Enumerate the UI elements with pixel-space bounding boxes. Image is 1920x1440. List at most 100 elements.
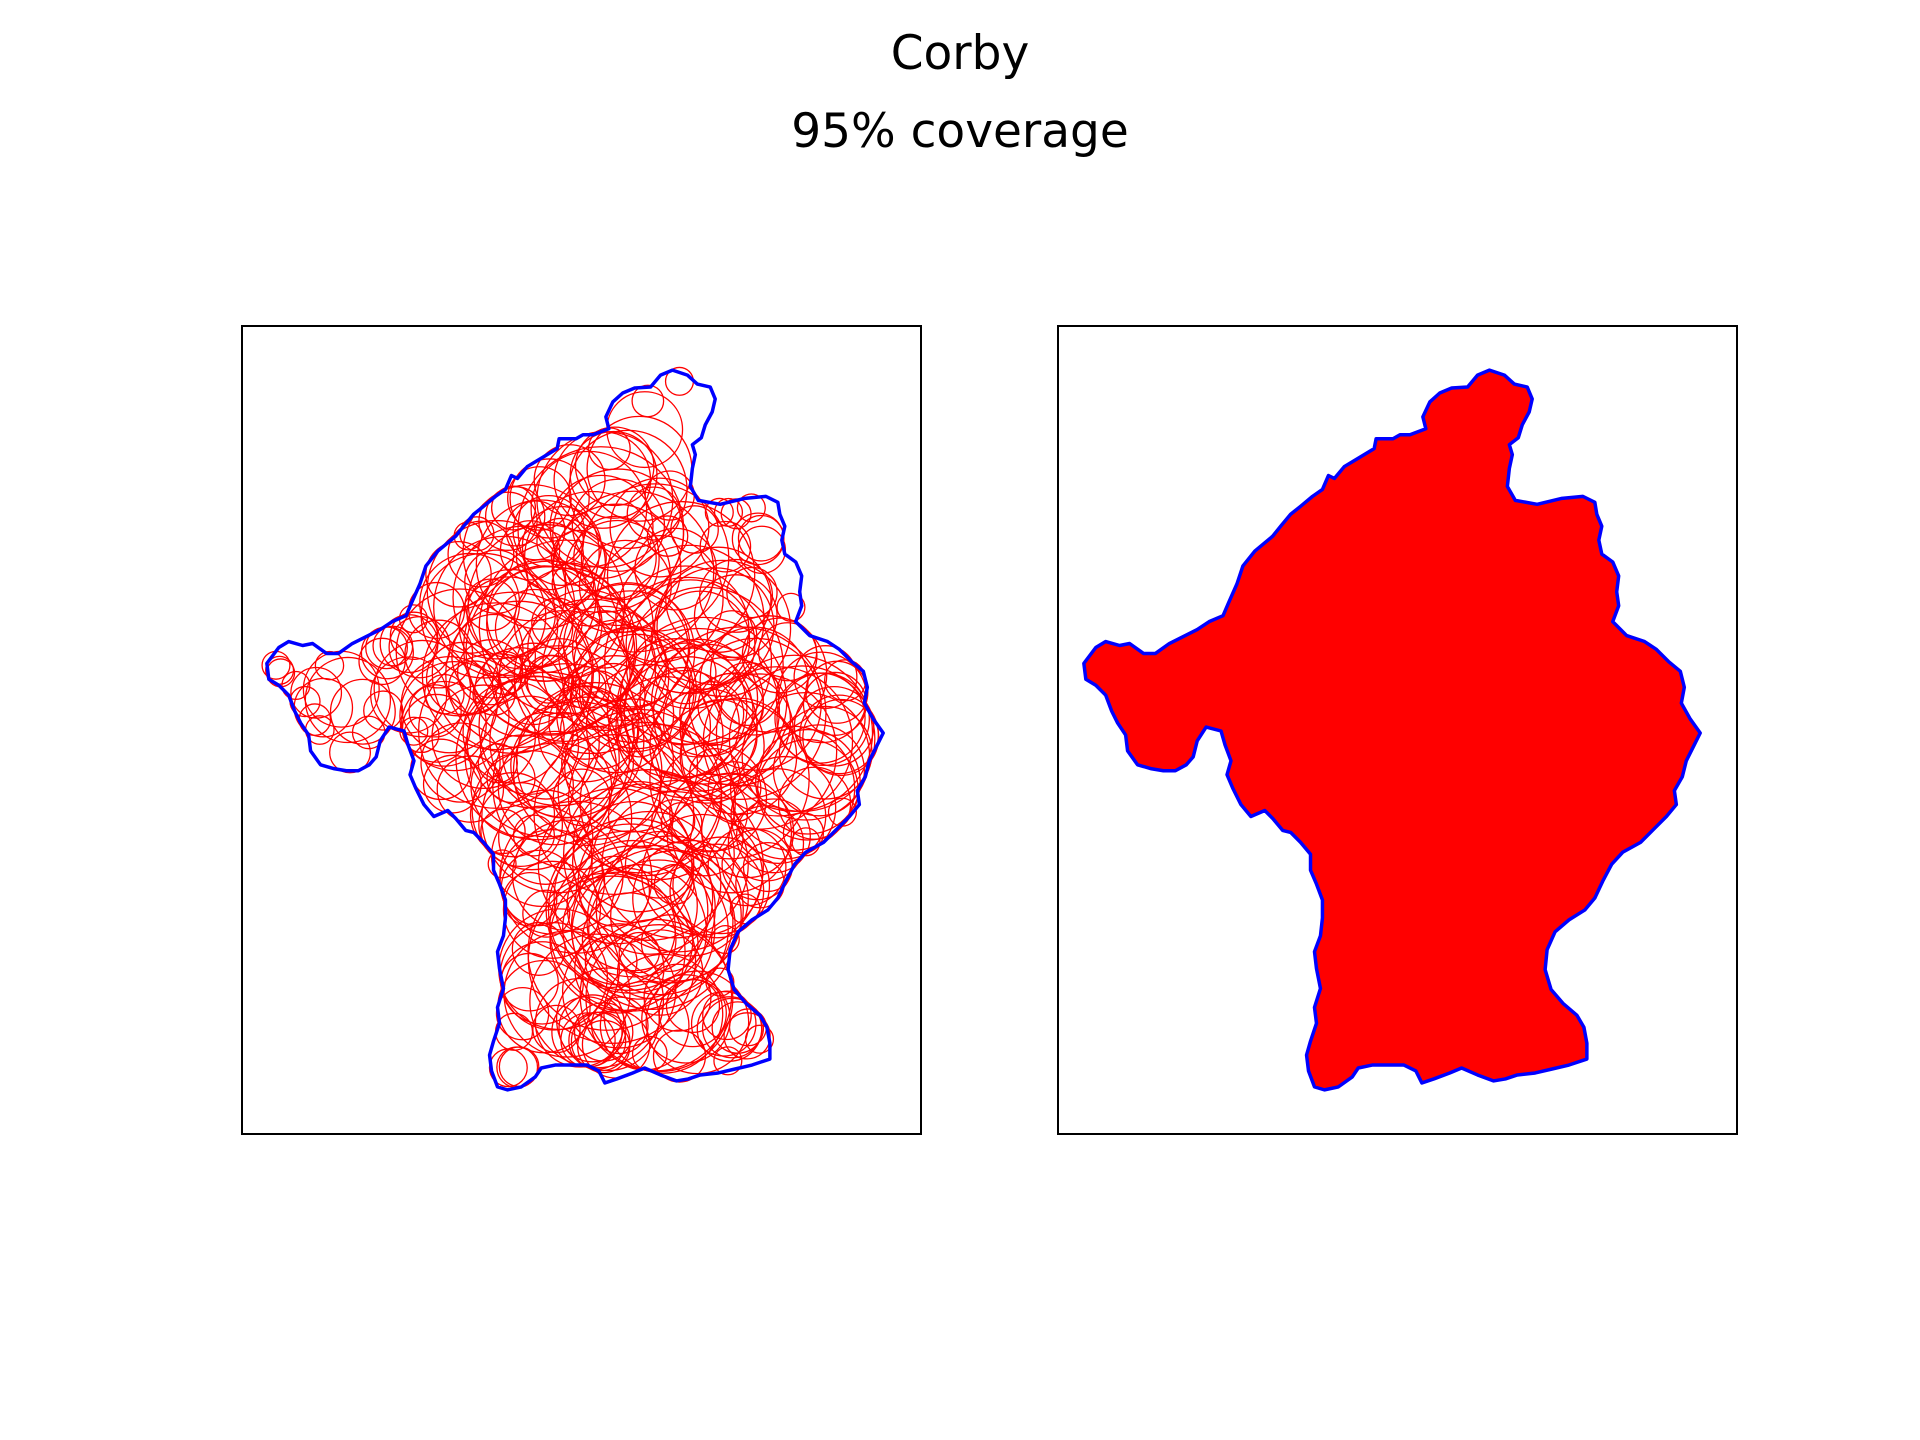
coverage-circle [494, 1012, 534, 1051]
coverage-circle [737, 525, 787, 574]
coverage-circle [425, 641, 500, 716]
coverage-circle [698, 558, 774, 633]
coverage-circle [639, 638, 759, 758]
coverage-circle [422, 754, 482, 814]
coverage-circle [517, 446, 685, 614]
coverage-circle [519, 638, 601, 719]
coverage-circle [706, 610, 758, 661]
coverage-circle [562, 769, 735, 941]
coverage-circle [464, 578, 518, 632]
coverage-circle [527, 875, 697, 1044]
coverage-circle [772, 724, 866, 817]
coverage-circle [502, 860, 602, 959]
coverage-circle [459, 516, 495, 552]
coverage-circle [388, 616, 451, 679]
coverage-circle [499, 520, 561, 581]
circle-coverage-panel [241, 325, 922, 1135]
coverage-circle [557, 583, 696, 722]
region-boundary [1082, 368, 1702, 1092]
coverage-circle [606, 500, 756, 650]
coverage-circle [736, 493, 766, 523]
coverage-circle [304, 656, 392, 744]
coverage-circle [680, 673, 838, 830]
coverage-circle [478, 491, 538, 551]
coverage-circle [573, 515, 657, 600]
coverage-disc [1478, 802, 1519, 844]
coverage-circle [557, 708, 723, 874]
coverage-disc [1549, 513, 1601, 565]
coverage-circle [631, 384, 665, 418]
coverage-circle [702, 666, 854, 817]
coverage-circle [498, 789, 594, 885]
coverage-circle [486, 565, 603, 682]
coverage-circle [431, 591, 595, 754]
coverage-disc [1226, 684, 1279, 737]
coverage-disc [1317, 953, 1376, 1011]
coverage-circle [510, 711, 617, 819]
coverage-disc [1335, 446, 1501, 613]
coverage-circle [498, 609, 631, 742]
coverage-disc [1480, 657, 1608, 785]
coverage-disc [1545, 805, 1621, 881]
coverage-circle [651, 799, 696, 844]
coverage-circle [574, 627, 691, 744]
coverage-circle [389, 611, 439, 661]
coverage-circle [659, 743, 768, 852]
coverage-circle [329, 678, 396, 745]
circle-coverage-map [261, 366, 885, 1092]
coverage-circle [495, 986, 550, 1041]
coverage-circle [436, 755, 505, 823]
coverage-circle [730, 768, 827, 865]
coverage-circle [451, 613, 537, 699]
filled-coverage-panel [1057, 325, 1738, 1135]
coverage-circle [559, 691, 639, 770]
coverage-circles [261, 366, 880, 1089]
coverage-circle [470, 734, 574, 839]
coverage-circle [580, 483, 730, 632]
coverage-circle [571, 801, 695, 924]
coverage-circle [373, 639, 472, 738]
coverage-circle [314, 650, 345, 681]
coverage-circle [704, 497, 734, 527]
coverage-circle [610, 849, 742, 982]
coverage-circle [447, 520, 515, 588]
coverage-circle [625, 586, 784, 745]
coverage-circle [615, 544, 765, 695]
coverage-circle [363, 690, 404, 731]
coverage-circle [654, 642, 717, 705]
coverage-circle [487, 849, 517, 879]
coverage-circle [690, 990, 757, 1057]
coverage-circle [509, 458, 590, 539]
coverage-circle [646, 515, 689, 557]
coverage-circle [699, 520, 752, 573]
coverage-circle [568, 429, 688, 550]
coverage-circle [408, 684, 462, 738]
coverage-circle [603, 953, 724, 1074]
coverage-circle [370, 656, 448, 734]
coverage-circle [419, 552, 521, 654]
coverage-disc [1306, 1048, 1345, 1087]
coverage-circle [606, 638, 748, 779]
coverage-circle [643, 963, 712, 1032]
coverage-circle [731, 512, 785, 566]
figure-subtitle: 95% coverage [791, 104, 1129, 159]
coverage-circle [660, 801, 703, 844]
coverage-circle [741, 691, 871, 821]
coverage-disc [1391, 1002, 1450, 1062]
coverage-circle [505, 500, 566, 561]
coverage-circle [512, 495, 586, 568]
coverage-circle [462, 681, 565, 784]
coverage-circle [472, 672, 516, 716]
coverage-circle [588, 859, 729, 1001]
coverage-circle [641, 813, 764, 936]
coverage-disc [1524, 610, 1574, 661]
coverage-circle [728, 665, 876, 813]
coverage-circle [329, 731, 371, 774]
outside-mask [1059, 327, 1736, 1133]
coverage-circle [551, 562, 595, 606]
coverage-circle [624, 830, 693, 899]
coverage-circle [791, 827, 821, 857]
coverage-circle [524, 654, 574, 704]
coverage-circle [777, 766, 852, 840]
coverage-circle [469, 772, 556, 858]
